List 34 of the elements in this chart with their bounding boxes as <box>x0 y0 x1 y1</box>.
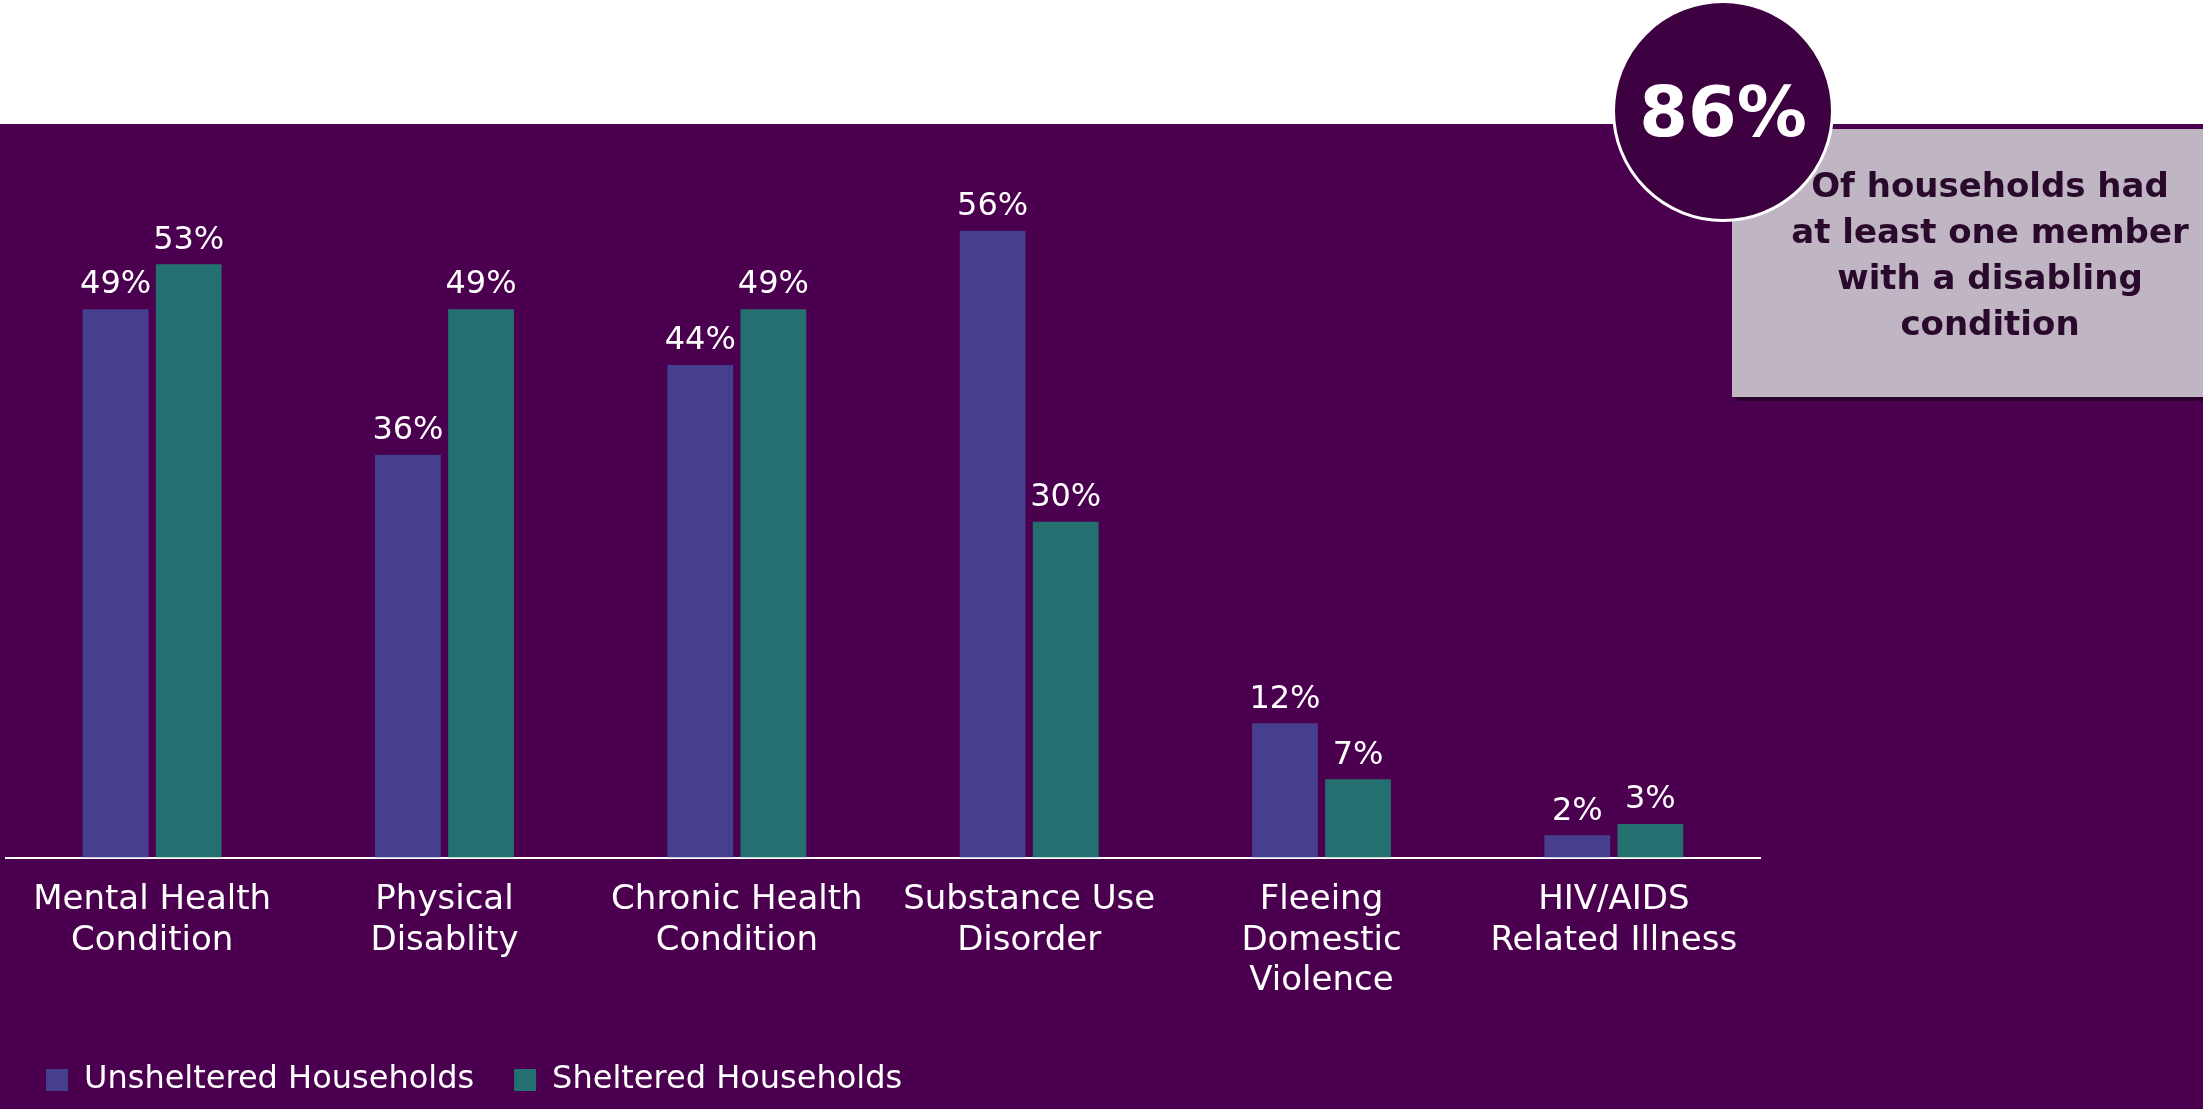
bar <box>448 309 514 858</box>
data-label: 49% <box>445 263 517 302</box>
data-label: 36% <box>372 408 444 447</box>
legend-label: Unsheltered Households <box>84 1058 475 1097</box>
bar <box>1325 779 1391 858</box>
bar <box>1617 824 1684 858</box>
bar <box>959 230 1026 858</box>
data-label: 3% <box>1624 778 1676 817</box>
x-tick-label: Physical Disablity <box>370 876 519 958</box>
bar <box>667 365 734 858</box>
data-label: 49% <box>737 263 809 302</box>
data-label: 56% <box>957 185 1029 224</box>
bar <box>375 454 441 858</box>
bar <box>82 309 149 858</box>
data-label: 7% <box>1332 733 1384 772</box>
data-label: 30% <box>1030 476 1102 515</box>
bar <box>1544 835 1611 858</box>
data-label: 44% <box>664 319 736 358</box>
x-tick-label: HIV/AIDS Related Illness <box>1490 876 1738 958</box>
x-tick-label: Mental Health Condition <box>33 876 272 958</box>
text: Of households had at least one member with a disabling condition <box>1790 164 2190 345</box>
x-tick-label: Fleeing Domestic Violence <box>1241 876 1402 999</box>
bar <box>1252 723 1318 858</box>
bar <box>155 264 222 858</box>
data-label: 12% <box>1249 677 1321 716</box>
data-label: 53% <box>153 218 225 257</box>
data-label: 2% <box>1551 789 1603 828</box>
bar <box>1032 521 1099 858</box>
text: 86% <box>1638 71 1808 153</box>
x-tick-label: Substance Use Disorder <box>903 876 1156 958</box>
legend-label: Sheltered Households <box>552 1058 903 1097</box>
bar <box>740 309 807 858</box>
x-tick-label: Chronic Health Condition <box>611 876 863 958</box>
data-label: 49% <box>80 263 152 302</box>
